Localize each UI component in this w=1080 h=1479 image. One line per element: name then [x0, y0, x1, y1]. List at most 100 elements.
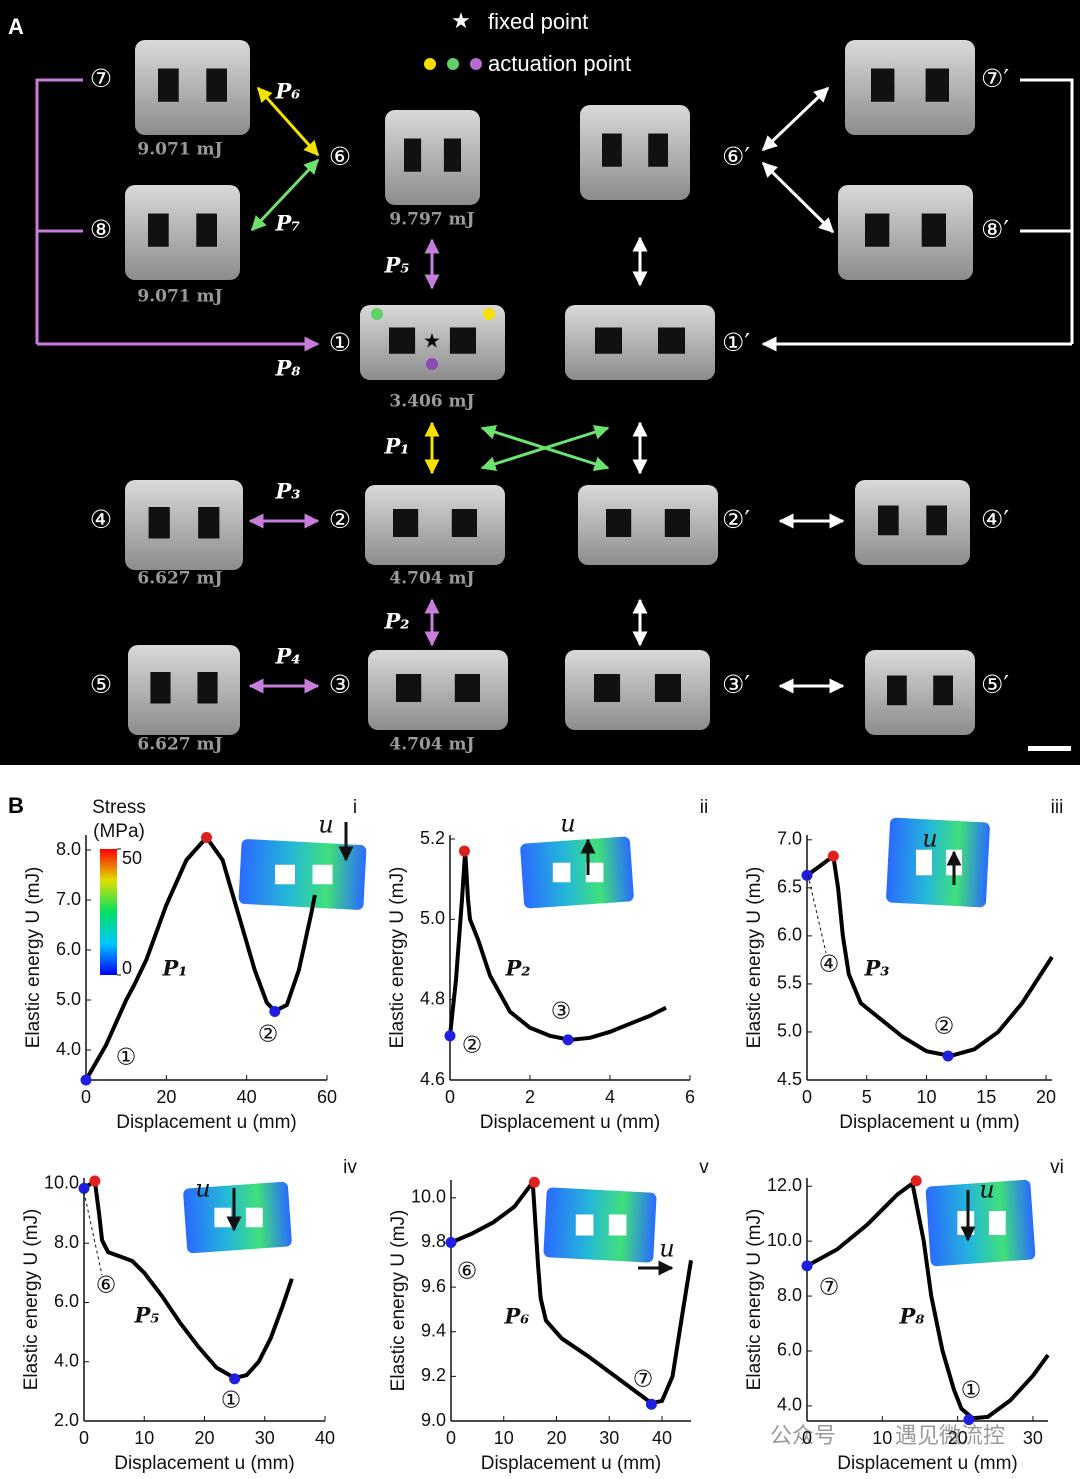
- y-tick-label: 9.8: [421, 1231, 446, 1251]
- y-tick-label: 10.0: [44, 1173, 79, 1193]
- y-tick-label: 6.0: [56, 939, 81, 959]
- state-point: [80, 1074, 92, 1086]
- fem-window: [585, 862, 604, 883]
- path-label: P₅: [384, 253, 410, 278]
- state-label: ④′: [981, 505, 1009, 534]
- state-label: ②: [329, 505, 351, 534]
- photo-window: [389, 327, 416, 354]
- energy-label: 9.797 mJ: [389, 210, 474, 230]
- annotation: P₃: [864, 956, 890, 981]
- photo-window: [871, 68, 895, 102]
- y-tick-label: 5.0: [777, 1021, 802, 1041]
- x-tick-label: 10: [494, 1428, 514, 1448]
- legend-dot: [447, 58, 459, 70]
- y-tick-label: 4.5: [777, 1069, 802, 1089]
- x-tick-label: 60: [317, 1087, 337, 1107]
- state-label: ⑥′: [722, 142, 750, 171]
- x-tick-label: 0: [802, 1428, 812, 1448]
- watermark: 遇见微流控: [895, 1424, 1005, 1449]
- state-label: ⑦′: [981, 64, 1009, 93]
- path-label: P₄: [275, 644, 301, 669]
- photo: [565, 305, 715, 380]
- energy-label: 9.071 mJ: [137, 140, 222, 160]
- state-point: [801, 869, 813, 881]
- x-axis-label: Displacement u (mm): [837, 1453, 1018, 1474]
- energy-curve: [806, 1180, 1050, 1421]
- photo-window: [654, 674, 681, 702]
- state-point: [645, 1398, 657, 1410]
- y-tick-label: 7.0: [777, 829, 802, 849]
- photo-window: [404, 138, 422, 172]
- state-point: [201, 832, 212, 843]
- y-tick-label: 9.6: [421, 1276, 446, 1296]
- x-tick-label: 20: [156, 1087, 176, 1107]
- x-tick-label: 0: [802, 1087, 812, 1107]
- y-tick-label: 8.0: [777, 1285, 802, 1305]
- fem-window: [214, 1207, 232, 1228]
- annotation: ②: [258, 1022, 279, 1048]
- subpanel-label: i: [353, 797, 357, 818]
- arrow: [761, 161, 835, 234]
- photo-window: [878, 505, 899, 536]
- annotation: ①: [961, 1378, 982, 1404]
- state-label: ①: [329, 328, 351, 357]
- photo-window: [595, 327, 622, 354]
- state-label: ③′: [722, 670, 750, 699]
- fem-inset: [520, 836, 634, 909]
- y-tick-label: 6.0: [777, 925, 802, 945]
- y-tick-label: 12.0: [767, 1175, 802, 1195]
- fem-window: [957, 1211, 975, 1235]
- x-tick-label: 20: [194, 1428, 214, 1448]
- leader: [83, 1191, 103, 1276]
- fem-inset: [238, 839, 367, 910]
- y-tick-label: 6.0: [54, 1291, 79, 1311]
- photo-window: [396, 674, 422, 702]
- path-label: P₇: [275, 211, 301, 236]
- energy-curve: [448, 850, 667, 1042]
- state-point: [562, 1034, 574, 1046]
- state-point: [458, 845, 470, 857]
- x-axis-label: Displacement u (mm): [114, 1453, 295, 1474]
- photo: [365, 485, 505, 565]
- subpanel-label: iii: [1051, 797, 1064, 818]
- photo-window: [664, 509, 690, 537]
- photo-window: [594, 674, 621, 702]
- annotation: ②: [462, 1033, 483, 1059]
- annotation: ④: [819, 952, 840, 978]
- inset-label: u: [318, 811, 333, 839]
- photo: [368, 650, 508, 730]
- energy-curve: [805, 852, 1054, 1059]
- energy-label: 6.627 mJ: [137, 569, 222, 589]
- state-label: ⑤′: [981, 670, 1009, 699]
- inset-label: u: [979, 1176, 994, 1204]
- photo-window: [658, 327, 685, 354]
- fem-window: [275, 864, 295, 885]
- scale-bar: [1028, 746, 1071, 751]
- bracket: [1020, 78, 1074, 344]
- energy-label: 9.071 mJ: [137, 287, 222, 307]
- photo: [580, 105, 690, 200]
- annotation: P₅: [134, 1303, 160, 1328]
- x-axis-label: Displacement u (mm): [481, 1453, 662, 1474]
- watermark: 公众号: [770, 1424, 836, 1449]
- annotation: ①: [116, 1045, 137, 1071]
- photo: [125, 185, 240, 280]
- actuation-dot: [483, 308, 495, 320]
- arrow: [250, 158, 320, 232]
- annotation: ②: [934, 1014, 955, 1040]
- photo-window: [148, 213, 169, 247]
- colorbar-tick-label: 50: [122, 848, 142, 868]
- x-tick-label: 6: [685, 1087, 695, 1107]
- photo-window: [148, 507, 170, 539]
- fem-window: [916, 849, 932, 876]
- y-tick-label: 4.0: [777, 1395, 802, 1415]
- annotation: P₈: [899, 1304, 925, 1329]
- photo-window: [606, 509, 632, 537]
- annotation: ①: [221, 1388, 242, 1414]
- photo-window: [198, 507, 220, 539]
- annotation: ⑥: [96, 1273, 117, 1299]
- photo: [135, 40, 250, 135]
- x-tick-label: 0: [446, 1428, 456, 1448]
- state-point: [910, 1175, 922, 1187]
- photo-window: [933, 675, 953, 706]
